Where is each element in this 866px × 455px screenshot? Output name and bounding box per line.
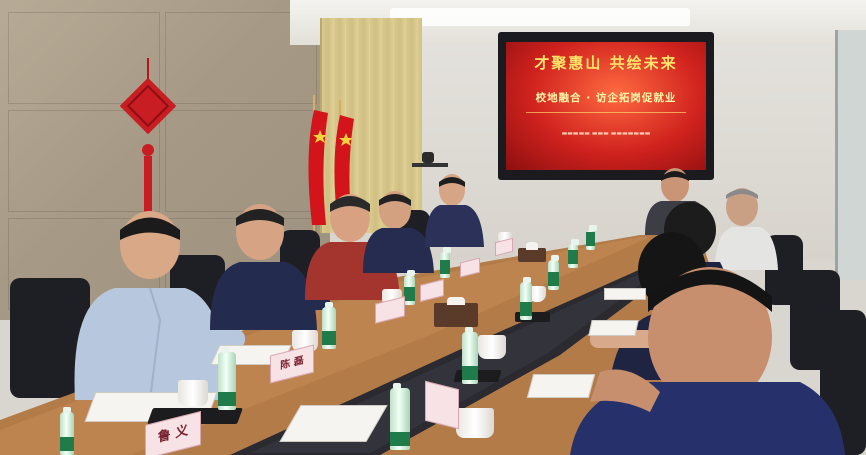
- water-bottle: [404, 270, 415, 305]
- coaster-tray: [515, 312, 550, 322]
- person-7: [715, 188, 778, 270]
- water-bottle: [218, 347, 236, 410]
- doorway: [835, 30, 866, 280]
- screen-subtitle: 校地融合 · 访企拓岗促就业: [535, 92, 677, 104]
- water-bottle: [60, 407, 74, 455]
- person-4: [363, 191, 434, 273]
- water-bottle: [568, 239, 579, 268]
- person-1: [74, 211, 245, 400]
- chinese-knot-icon: [119, 58, 177, 216]
- water-bottle: [586, 225, 597, 250]
- water-bottle: [520, 277, 532, 320]
- tissue-box: [434, 297, 478, 327]
- water-bottle: [322, 302, 336, 349]
- water-bottle: [462, 327, 478, 384]
- wall-shelf: [412, 163, 448, 167]
- document: [588, 320, 639, 336]
- projection-screen: 才聚惠山 共绘未来 校地融合 · 访企拓岗促就业 ▬▬▬▬▬ ▬▬▬ ▬▬▬▬▬…: [506, 42, 706, 170]
- person-10: [570, 267, 845, 455]
- water-bottle: [440, 247, 451, 278]
- camera: [422, 152, 434, 163]
- tea-cup: [528, 286, 546, 302]
- nameplate-blank: [425, 380, 459, 430]
- person-5: [425, 174, 484, 247]
- tea-cup: [456, 408, 494, 438]
- person-2: [210, 204, 330, 330]
- ceiling-light: [390, 8, 690, 26]
- water-bottle: [548, 255, 559, 290]
- document: [604, 288, 646, 300]
- document: [526, 374, 596, 398]
- screen-small-text: ▬▬▬▬▬ ▬▬▬ ▬▬▬▬▬▬▬: [561, 130, 651, 137]
- tea-cup: [178, 380, 208, 406]
- tissue-box: [518, 242, 546, 262]
- water-bottle: [390, 383, 410, 450]
- screen-divider: [526, 112, 686, 113]
- screen-title: 才聚惠山 共绘未来: [534, 54, 678, 72]
- tea-cup: [478, 335, 506, 359]
